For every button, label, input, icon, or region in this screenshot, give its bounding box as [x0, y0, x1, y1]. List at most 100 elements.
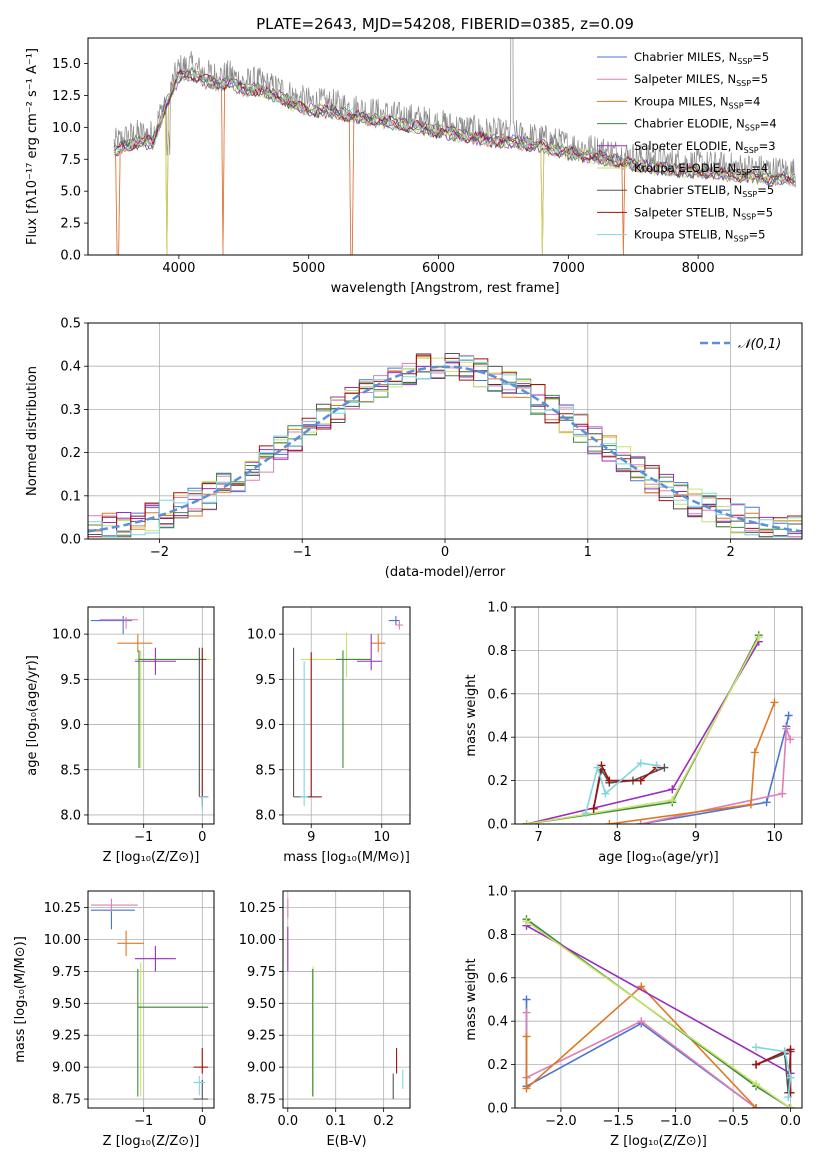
y-tick-label: 0.0 [487, 818, 508, 833]
y-axis-label: mass [log₁₀(M/M⊙)] [13, 936, 28, 1063]
x-tick-label: 2 [726, 545, 734, 560]
mass-weight-marker [637, 1017, 646, 1026]
x-tick-label: 7 [534, 830, 542, 845]
x-axis-label: (data-model)/error [385, 565, 506, 580]
legend-entry: Kroupa MILES, NSSP=4 [634, 94, 760, 110]
mass-weight-marker [752, 1043, 761, 1052]
mass-weight-marker [522, 1008, 531, 1017]
y-axis-label: mass weight [464, 958, 479, 1040]
panel-age-vs-mass: 9 10 8.0 8.5 9.0 9.5 10.0 mass [log₁₀(M/M⊙)] [247, 606, 411, 865]
plot-area [283, 607, 410, 824]
x-tick-label: 1 [584, 545, 592, 560]
y-tick-label: 9.00 [247, 1061, 276, 1076]
y-tick-label: 0.0 [60, 533, 81, 548]
y-tick-label: 0.4 [487, 731, 508, 746]
y-tick-label: 0.4 [60, 360, 81, 375]
mass-weight-marker [522, 1084, 531, 1093]
y-tick-label: 8.75 [247, 1093, 276, 1108]
plot-area [88, 607, 214, 824]
y-tick-label: 0.6 [487, 687, 508, 702]
axes-frame [87, 606, 215, 825]
y-tick-label: 9.0 [60, 718, 81, 733]
mass-weight-line [755, 1046, 792, 1098]
y-tick-label: 10.0 [247, 628, 276, 643]
panel-mass-weight-vs-Z: −2.0 −1.5 −1.0 −0.5 0.0 0.0 0.2 0.4 0.6 0.8 1.0 Z [… [464, 885, 803, 1149]
x-axis-label: E(B-V) [326, 1134, 366, 1149]
y-tick-label: 0.1 [60, 489, 81, 504]
x-axis-label: age [log₁₀(age/yr)] [598, 850, 719, 865]
mass-weight-marker [522, 995, 531, 1004]
y-tick-label: 9.5 [255, 673, 276, 688]
y-tick-label: 9.75 [247, 965, 276, 980]
mass-weight-marker [668, 796, 677, 805]
mass-weight-marker [752, 1104, 761, 1108]
plot-area [515, 891, 802, 1108]
x-tick-label: −1.5 [603, 1114, 635, 1129]
y-tick-label: 0.8 [487, 928, 508, 943]
model-spectrum [113, 67, 795, 186]
gaussian-curve [88, 365, 802, 533]
y-tick-label: 10.25 [44, 901, 81, 916]
y-tick-label: 0.0 [60, 249, 81, 264]
legend-entry: Salpeter MILES, NSSP=5 [634, 72, 768, 88]
y-tick-label: 9.0 [255, 718, 276, 733]
y-tick-label: 1.0 [487, 885, 508, 900]
mass-weight-marker [636, 820, 645, 824]
mass-weight-marker [786, 735, 795, 744]
x-tick-label: −0.5 [717, 1114, 749, 1129]
mass-weight-marker [746, 800, 755, 809]
y-tick-label: 0.4 [487, 1015, 508, 1030]
y-tick-label: 1.0 [487, 601, 508, 616]
y-axis-label: mass weight [464, 674, 479, 756]
y-tick-label: 8.75 [52, 1093, 81, 1108]
mass-weight-marker [786, 1073, 795, 1082]
axes-frame [87, 37, 803, 256]
x-tick-label: 9 [307, 830, 315, 845]
y-tick-label: 5.0 [60, 185, 81, 200]
mass-weight-marker [778, 789, 787, 798]
x-tick-label: 0.2 [373, 1114, 394, 1129]
x-tick-label: 9 [692, 830, 700, 845]
x-axis-label: Z [log₁₀(Z/Z⊙)] [103, 850, 200, 865]
x-tick-label: −1 [134, 1114, 153, 1129]
x-tick-label: 5000 [292, 261, 325, 276]
y-tick-label: 15.0 [52, 57, 81, 72]
mass-weight-marker [780, 1047, 789, 1056]
mass-weight-line [525, 985, 757, 1108]
mass-weight-line [640, 728, 791, 824]
mass-weight-marker [786, 1045, 795, 1054]
x-tick-label: 0.1 [325, 1114, 346, 1129]
y-tick-label: 9.50 [247, 997, 276, 1012]
mass-weight-marker [782, 724, 791, 733]
y-tick-label: 9.25 [247, 1029, 276, 1044]
mass-weight-line [526, 641, 760, 824]
panel-mass-weight-vs-age: 7 8 9 10 0.0 0.2 0.4 0.6 0.8 1.0 age [log₁₀(age/yr… [464, 601, 803, 865]
legend-entry: 𝒩(0,1) [738, 337, 781, 352]
mass-weight-marker [522, 820, 531, 824]
mass-weight-line [526, 920, 791, 1108]
x-axis-label: mass [log₁₀(M/M⊙)] [283, 850, 410, 865]
mass-weight-marker [750, 748, 759, 757]
mass-weight-marker [668, 785, 677, 794]
x-tick-label: −1 [293, 545, 312, 560]
axes-frame [87, 890, 215, 1109]
mass-weight-marker [770, 698, 779, 707]
x-tick-label: 6000 [422, 261, 455, 276]
y-tick-label: 0.6 [487, 971, 508, 986]
x-tick-label: −2 [150, 545, 169, 560]
y-tick-label: 8.5 [255, 763, 276, 778]
mass-weight-marker [660, 763, 669, 772]
y-tick-label: 0.3 [60, 403, 81, 418]
legend-entry: Salpeter STELIB, NSSP=5 [634, 205, 773, 221]
mass-weight-line [525, 1012, 790, 1108]
y-tick-label: 0.2 [487, 1058, 508, 1073]
y-tick-label: 0.2 [487, 774, 508, 789]
mass-weight-marker [581, 809, 590, 818]
panel-residual-histogram: −2 −1 0 1 2 0.0 0.1 0.2 0.3 0.4 0.5 (data-model)/er… [25, 317, 803, 580]
x-tick-label: 8000 [682, 261, 715, 276]
model-spectrum [113, 69, 795, 185]
mass-weight-marker [636, 759, 645, 768]
mass-weight-marker [522, 1032, 531, 1041]
mass-weight-marker [784, 1093, 793, 1102]
